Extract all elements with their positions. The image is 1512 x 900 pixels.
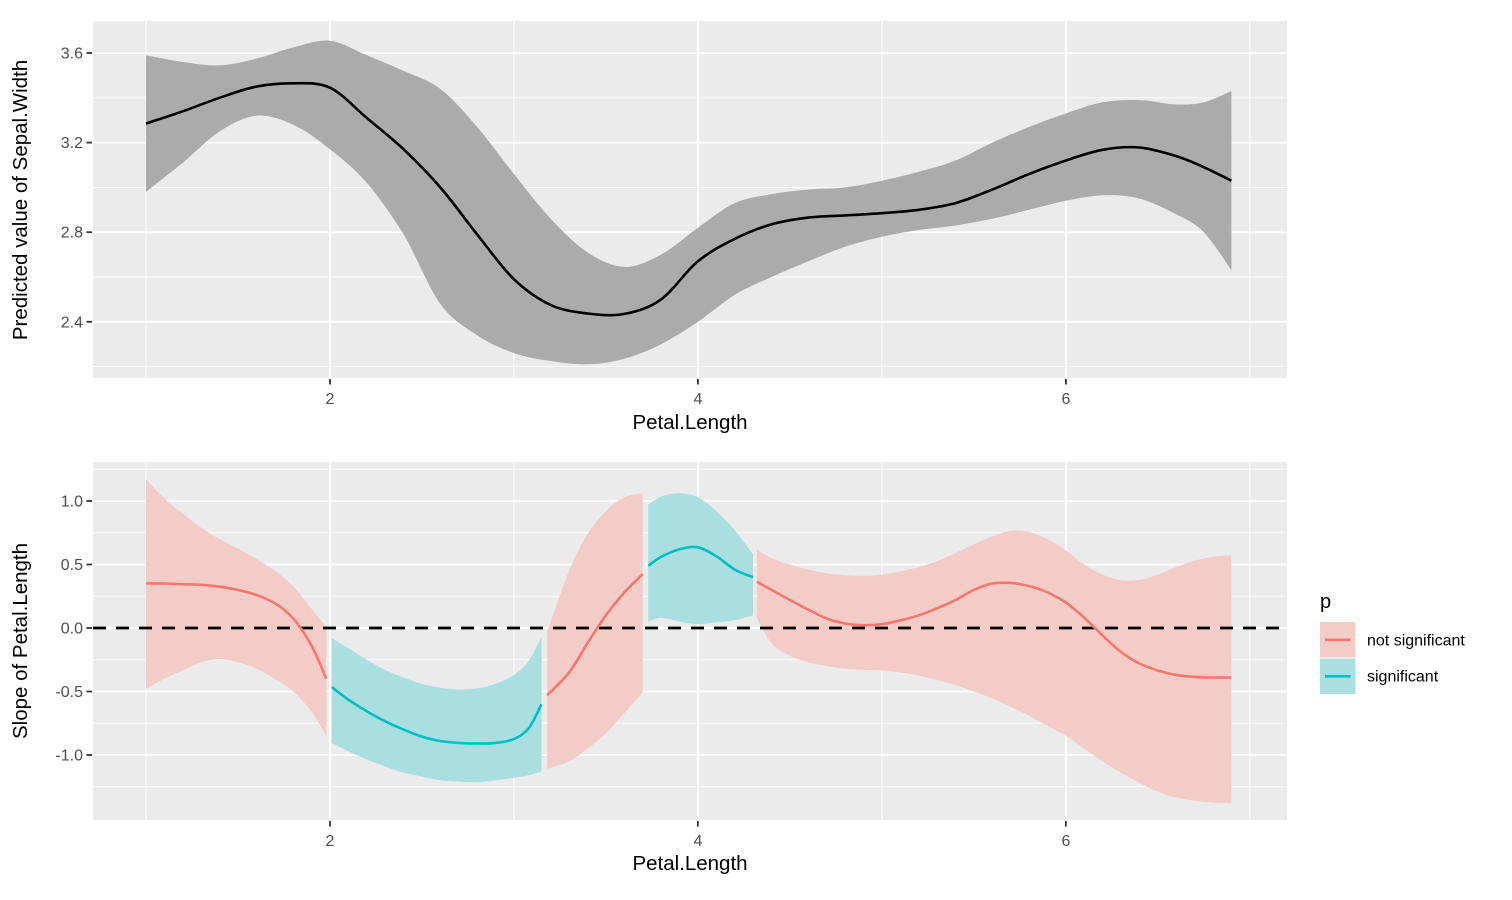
bottom-chart: 2 4 6 1.0 0.5 0.0 -0.5 -1.0 (55, 462, 1287, 850)
bottom-y-axis-title: Slope of Petal.Length (9, 543, 32, 739)
not-significant-line (756, 580, 1232, 679)
legend-item-significant: significant (1320, 658, 1439, 694)
x-tick-label: 6 (1061, 391, 1070, 408)
y-tick-label: 0.5 (61, 557, 83, 574)
legend-label-not-significant: not significant (1367, 633, 1465, 650)
y-tick-label: -0.5 (55, 684, 83, 701)
y-tick-label: 0.0 (61, 621, 83, 638)
significant-ribbon (331, 636, 542, 783)
x-tick-label: 6 (1061, 833, 1070, 850)
y-tick-label: -1.0 (55, 748, 83, 765)
x-tick-label: 4 (693, 833, 702, 850)
fit-line (145, 81, 1232, 317)
significant-line (330, 685, 543, 745)
legend-item-not-significant: not significant (1320, 622, 1465, 658)
top-y-axis-title: Predicted value of Sepal.Width (9, 60, 32, 340)
fit-ribbon (146, 40, 1232, 365)
not-significant-line (145, 582, 328, 680)
top-x-axis-title: Petal.Length (632, 411, 747, 434)
not-significant-line (546, 573, 644, 697)
x-tick-label: 2 (326, 391, 335, 408)
x-tick-label: 2 (326, 833, 335, 850)
chart-panels: 2 4 6 2.4 2.8 3.2 3.6 2 4 6 1.0 0.5 0.0 -0.5 -1.0 (55, 21, 1287, 850)
significant-ribbon (648, 493, 754, 625)
significant-line (647, 545, 754, 579)
top-chart: 2 4 6 2.4 2.8 3.2 3.6 (61, 21, 1287, 408)
legend: p not significant significant (1320, 591, 1465, 694)
x-tick-label: 4 (693, 391, 702, 408)
y-tick-label: 1.0 (61, 494, 83, 511)
y-tick-label: 2.4 (61, 314, 83, 331)
bottom-x-axis-title: Petal.Length (632, 852, 747, 875)
not-significant-ribbon (146, 479, 327, 736)
legend-title: p (1320, 591, 1331, 613)
y-tick-label: 3.2 (61, 135, 83, 152)
not-significant-ribbon (756, 530, 1232, 804)
y-tick-label: 3.6 (61, 46, 83, 63)
legend-label-significant: significant (1367, 669, 1439, 686)
y-tick-label: 2.8 (61, 225, 83, 242)
